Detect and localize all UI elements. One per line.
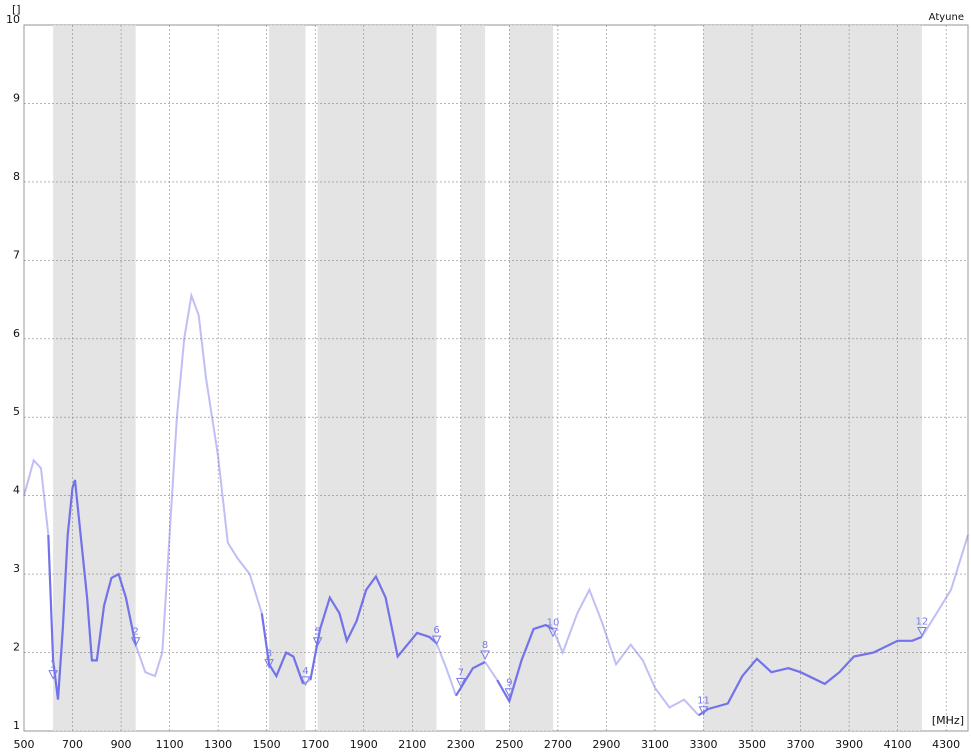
x-tick-label: 2300 [447, 738, 475, 751]
marker-label: 8 [482, 640, 488, 651]
marker-label: 5 [314, 627, 320, 638]
x-tick-label: 2700 [544, 738, 572, 751]
x-tick-label: 1500 [253, 738, 281, 751]
curve [698, 635, 923, 717]
y-tick-label: 2 [13, 641, 20, 654]
x-tick-label: 2100 [398, 738, 426, 751]
marker-label: 10 [547, 617, 560, 628]
marker [130, 637, 141, 647]
marker-label: 4 [302, 666, 308, 677]
curve [23, 458, 50, 536]
y-tick-label: 4 [13, 484, 20, 497]
marker-label: 3 [266, 649, 272, 660]
marker-label: 7 [458, 668, 464, 679]
marker [300, 676, 311, 687]
marker [504, 688, 515, 698]
curve [260, 613, 305, 685]
marker [456, 678, 466, 688]
marker [312, 637, 323, 647]
curve [484, 661, 499, 681]
curve [309, 574, 438, 681]
curve [134, 291, 263, 678]
marker [431, 635, 442, 646]
x-tick-label: 500 [14, 738, 35, 751]
marker-label: 9 [506, 678, 512, 689]
x-tick-label: 3700 [787, 738, 815, 751]
y-tick-label: 1 [13, 719, 20, 732]
marker-label: 6 [433, 625, 439, 636]
y-tick-label: 9 [13, 91, 20, 104]
x-tick-label: 900 [111, 738, 132, 751]
y-tick-label: 5 [13, 405, 20, 418]
y-tick-label: 8 [13, 170, 20, 183]
y-tick-label: 7 [13, 248, 20, 261]
title: Atyune [929, 12, 964, 23]
curve [455, 661, 486, 697]
x-tick-label: 4300 [932, 738, 960, 751]
band [509, 25, 554, 731]
curve [435, 642, 457, 697]
marker [548, 627, 558, 638]
x-tick-label: 3300 [689, 738, 717, 751]
band [317, 25, 437, 731]
curve [47, 479, 137, 700]
band [269, 25, 306, 731]
marker-label: 11 [697, 696, 710, 707]
x-tick-label: 3500 [738, 738, 766, 751]
marker-label: 1 [50, 660, 56, 671]
marker-label: 12 [916, 617, 929, 628]
y-axis-label: [] [12, 3, 21, 16]
marker-label: 2 [132, 627, 138, 638]
y-tick-label: 10 [6, 13, 20, 26]
x-tick-label: 2900 [592, 738, 620, 751]
x-tick-label: 2500 [495, 738, 523, 751]
marker [264, 659, 274, 669]
x-tick-label: 3900 [835, 738, 863, 751]
x-tick-label: 700 [62, 738, 83, 751]
x-tick-label: 4100 [884, 738, 912, 751]
curve [496, 623, 554, 704]
marker [917, 627, 927, 637]
x-axis-label: [MHz] [932, 714, 964, 727]
x-tick-label: 1900 [350, 738, 378, 751]
y-tick-label: 6 [13, 327, 20, 340]
band [460, 25, 486, 731]
marker [48, 670, 58, 680]
x-tick-label: 1100 [156, 738, 184, 751]
band [53, 25, 136, 731]
x-tick-label: 3100 [641, 738, 669, 751]
marker [480, 650, 490, 661]
marker [698, 706, 709, 716]
y-tick-label: 3 [13, 562, 20, 575]
band [703, 25, 922, 731]
x-tick-label: 1300 [204, 738, 232, 751]
x-tick-label: 1700 [301, 738, 329, 751]
curve [552, 587, 700, 716]
curve [921, 534, 969, 638]
